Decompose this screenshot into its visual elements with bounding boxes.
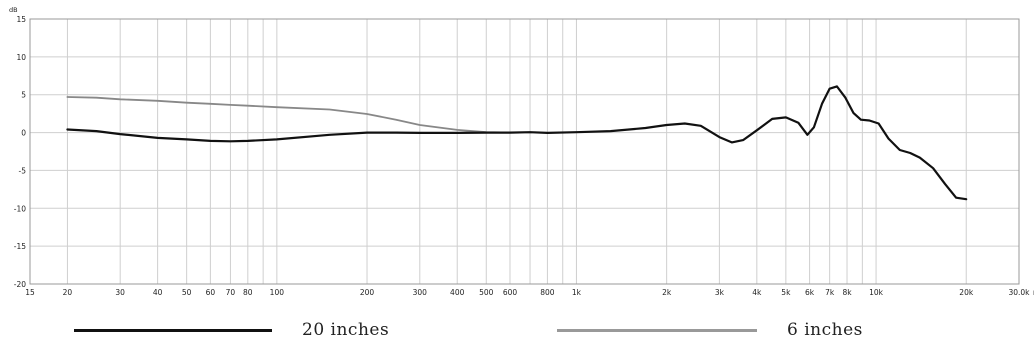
y-tick-label: 0 [21, 129, 26, 138]
x-tick-label: 200 [360, 288, 375, 297]
legend-item-20-inches: 20 inches [74, 318, 389, 342]
x-tick-label: 70 [226, 288, 236, 297]
x-tick-label: 500 [479, 288, 494, 297]
x-tick-label: 800 [540, 288, 555, 297]
y-tick-label: -10 [14, 204, 26, 213]
x-tick-label: 15 [25, 288, 35, 297]
x-tick-label: 10k [869, 288, 884, 297]
y-tick-label: 5 [21, 91, 26, 100]
x-tick-label: 50 [182, 288, 192, 297]
series-layer [66, 85, 968, 201]
x-tick-label: 5k [781, 288, 791, 297]
x-tick-label: 3k [715, 288, 725, 297]
y-tick-label: -5 [19, 166, 27, 175]
y-tick-label: 10 [16, 53, 26, 62]
x-tick-label: 600 [503, 288, 518, 297]
x-tick-label: 20 [63, 288, 73, 297]
x-tick-label: 300 [413, 288, 428, 297]
x-tick-label: 6k [805, 288, 815, 297]
x-tick-label: 30 [115, 288, 125, 297]
y-tick-label: -15 [14, 242, 26, 251]
x-tick-label: 20k [959, 288, 974, 297]
legend-swatch-6-inches [557, 328, 757, 332]
legend-label-20-inches: 20 inches [302, 320, 390, 340]
legend-label-6-inches: 6 inches [787, 320, 863, 340]
legend-swatch-20-inches [74, 328, 272, 332]
x-tick-label: 100 [270, 288, 285, 297]
legend-item-6-inches: 6 inches [557, 318, 863, 342]
y-tick-label: -20 [14, 280, 26, 289]
x-tick-label: 7k [825, 288, 835, 297]
x-tick-label: 4k [752, 288, 762, 297]
series-line-6-inches [66, 96, 511, 134]
y-tick-label: 15 [16, 15, 26, 24]
x-tick-label: 1k [572, 288, 582, 297]
x-tick-label: 8k [842, 288, 852, 297]
series-line-20-inches [66, 85, 968, 201]
x-tick-label: 60 [206, 288, 216, 297]
plot-frame [29, 18, 1020, 285]
x-tick-label: 2k [662, 288, 672, 297]
x-tick-label: 80 [243, 288, 253, 297]
grid-layer [30, 18, 1019, 285]
x-tick-label: 40 [153, 288, 163, 297]
x-tick-label: 400 [450, 288, 465, 297]
y-unit-label: dB [9, 6, 18, 14]
x-tick-label: 30.0k [1008, 288, 1030, 297]
